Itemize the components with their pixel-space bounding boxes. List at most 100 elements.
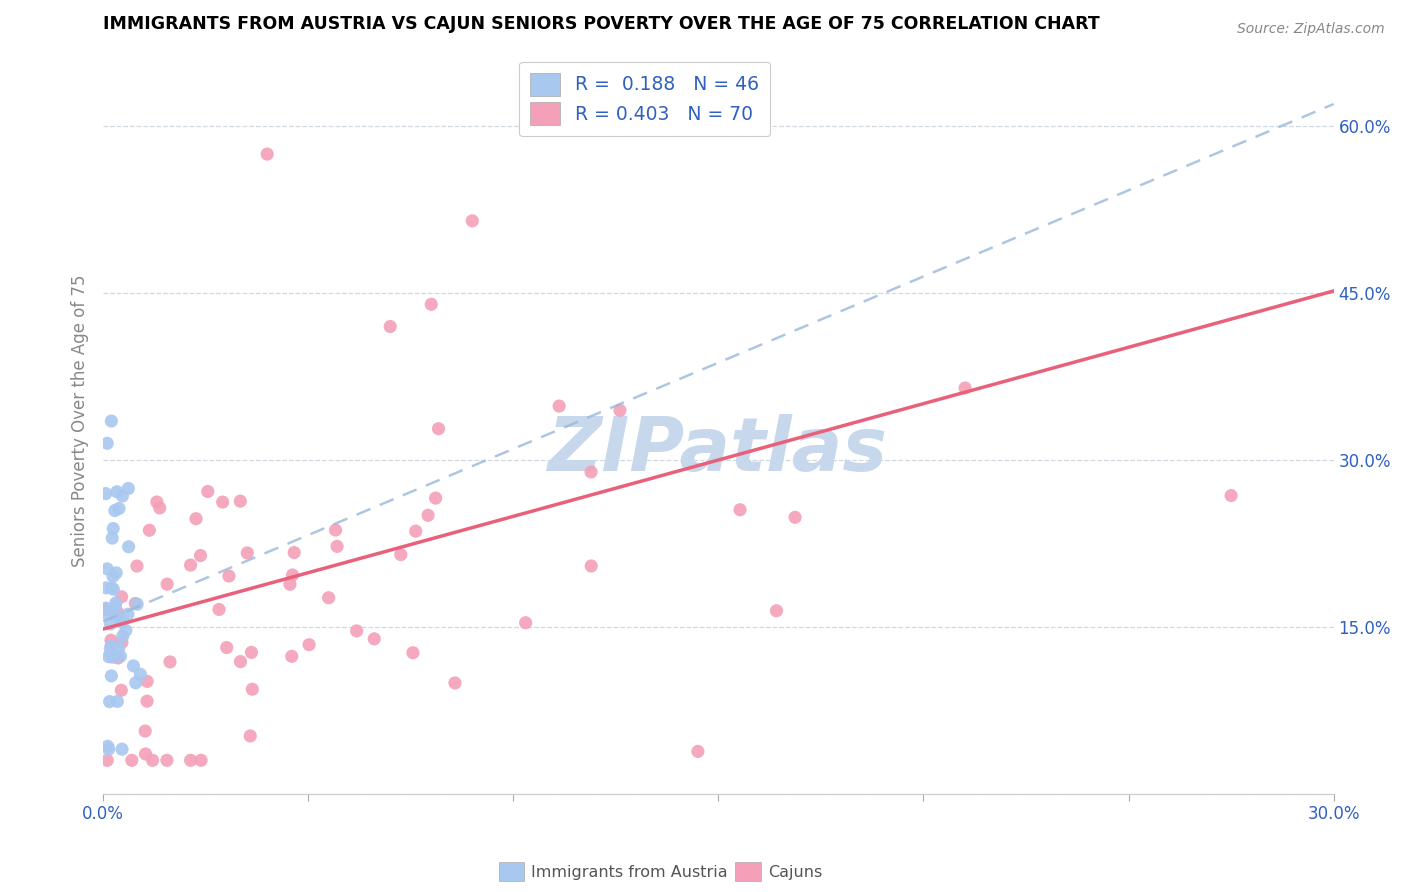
Point [211, 495, 233, 509]
Point [380, 319, 402, 334]
Point [134, 724, 156, 739]
Point [96, 607, 118, 621]
Legend: R =  0.188   N = 46, R = 0.403   N = 70: R = 0.188 N = 46, R = 0.403 N = 70 [519, 62, 770, 136]
Point [101, 569, 124, 583]
Point [240, 682, 263, 697]
Point [100, 414, 122, 428]
Point [97, 739, 120, 754]
Point [125, 559, 148, 574]
Point [101, 531, 124, 545]
Point [240, 645, 263, 659]
Point [104, 503, 127, 517]
Point [686, 744, 709, 758]
Point [96, 436, 118, 450]
Point [111, 629, 134, 643]
Text: Cajuns: Cajuns [768, 865, 823, 880]
Point [122, 659, 145, 673]
Point [105, 484, 128, 499]
Point [953, 381, 976, 395]
Point [117, 540, 139, 554]
Y-axis label: Seniors Poverty Over the Age of 75: Seniors Poverty Over the Age of 75 [72, 275, 89, 567]
Point [125, 675, 148, 690]
Point [208, 602, 231, 616]
Point [138, 523, 160, 537]
Point [96, 602, 118, 616]
Point [326, 540, 349, 554]
Point [124, 597, 146, 611]
Point [402, 646, 425, 660]
Point [110, 683, 132, 698]
Point [100, 633, 122, 648]
Point [427, 422, 450, 436]
Point [111, 614, 134, 628]
Point [283, 545, 305, 559]
Point [96, 581, 118, 595]
Point [159, 655, 181, 669]
Point [609, 403, 631, 417]
Point [101, 603, 124, 617]
Point [142, 753, 165, 767]
Point [190, 753, 212, 767]
Point [425, 491, 447, 505]
Point [107, 651, 129, 665]
Point [110, 649, 132, 664]
Point [104, 599, 127, 613]
Point [127, 597, 149, 611]
Point [180, 753, 202, 767]
Point [136, 674, 159, 689]
Point [104, 596, 127, 610]
Point [97, 742, 120, 756]
Point [215, 640, 238, 655]
Point [98, 695, 121, 709]
Point [104, 609, 127, 624]
Point [111, 489, 134, 503]
Point [416, 508, 439, 523]
Point [103, 582, 125, 597]
Point [96, 562, 118, 576]
Point [146, 495, 169, 509]
Point [420, 297, 443, 311]
Point [149, 500, 172, 515]
Point [129, 667, 152, 681]
Point [105, 566, 128, 580]
Point [218, 569, 240, 583]
Point [111, 615, 134, 629]
Point [180, 558, 202, 572]
Point [117, 607, 139, 622]
Text: IMMIGRANTS FROM AUSTRIA VS CAJUN SENIORS POVERTY OVER THE AGE OF 75 CORRELATION : IMMIGRANTS FROM AUSTRIA VS CAJUN SENIORS… [103, 15, 1099, 33]
Point [765, 604, 787, 618]
Point [111, 635, 134, 649]
Point [100, 669, 122, 683]
Point [107, 606, 129, 620]
Point [346, 624, 368, 638]
Point [389, 548, 412, 562]
Point [1220, 489, 1243, 503]
Point [239, 729, 262, 743]
Point [318, 591, 340, 605]
Point [281, 568, 304, 582]
Point [94, 601, 117, 615]
Point [94, 486, 117, 500]
Point [256, 147, 278, 161]
Text: Immigrants from Austria: Immigrants from Austria [531, 865, 728, 880]
Point [117, 482, 139, 496]
Point [101, 581, 124, 595]
Point [229, 494, 252, 508]
Point [105, 694, 128, 708]
Point [278, 577, 301, 591]
Point [405, 524, 427, 538]
Point [110, 590, 132, 604]
Point [229, 655, 252, 669]
Point [100, 616, 122, 631]
Point [101, 650, 124, 665]
Point [108, 501, 131, 516]
Point [197, 484, 219, 499]
Point [728, 502, 751, 516]
Point [121, 753, 143, 767]
Point [156, 577, 179, 591]
Point [236, 546, 259, 560]
Text: Source: ZipAtlas.com: Source: ZipAtlas.com [1237, 22, 1385, 37]
Point [444, 676, 467, 690]
Point [184, 511, 207, 525]
Point [515, 615, 537, 630]
